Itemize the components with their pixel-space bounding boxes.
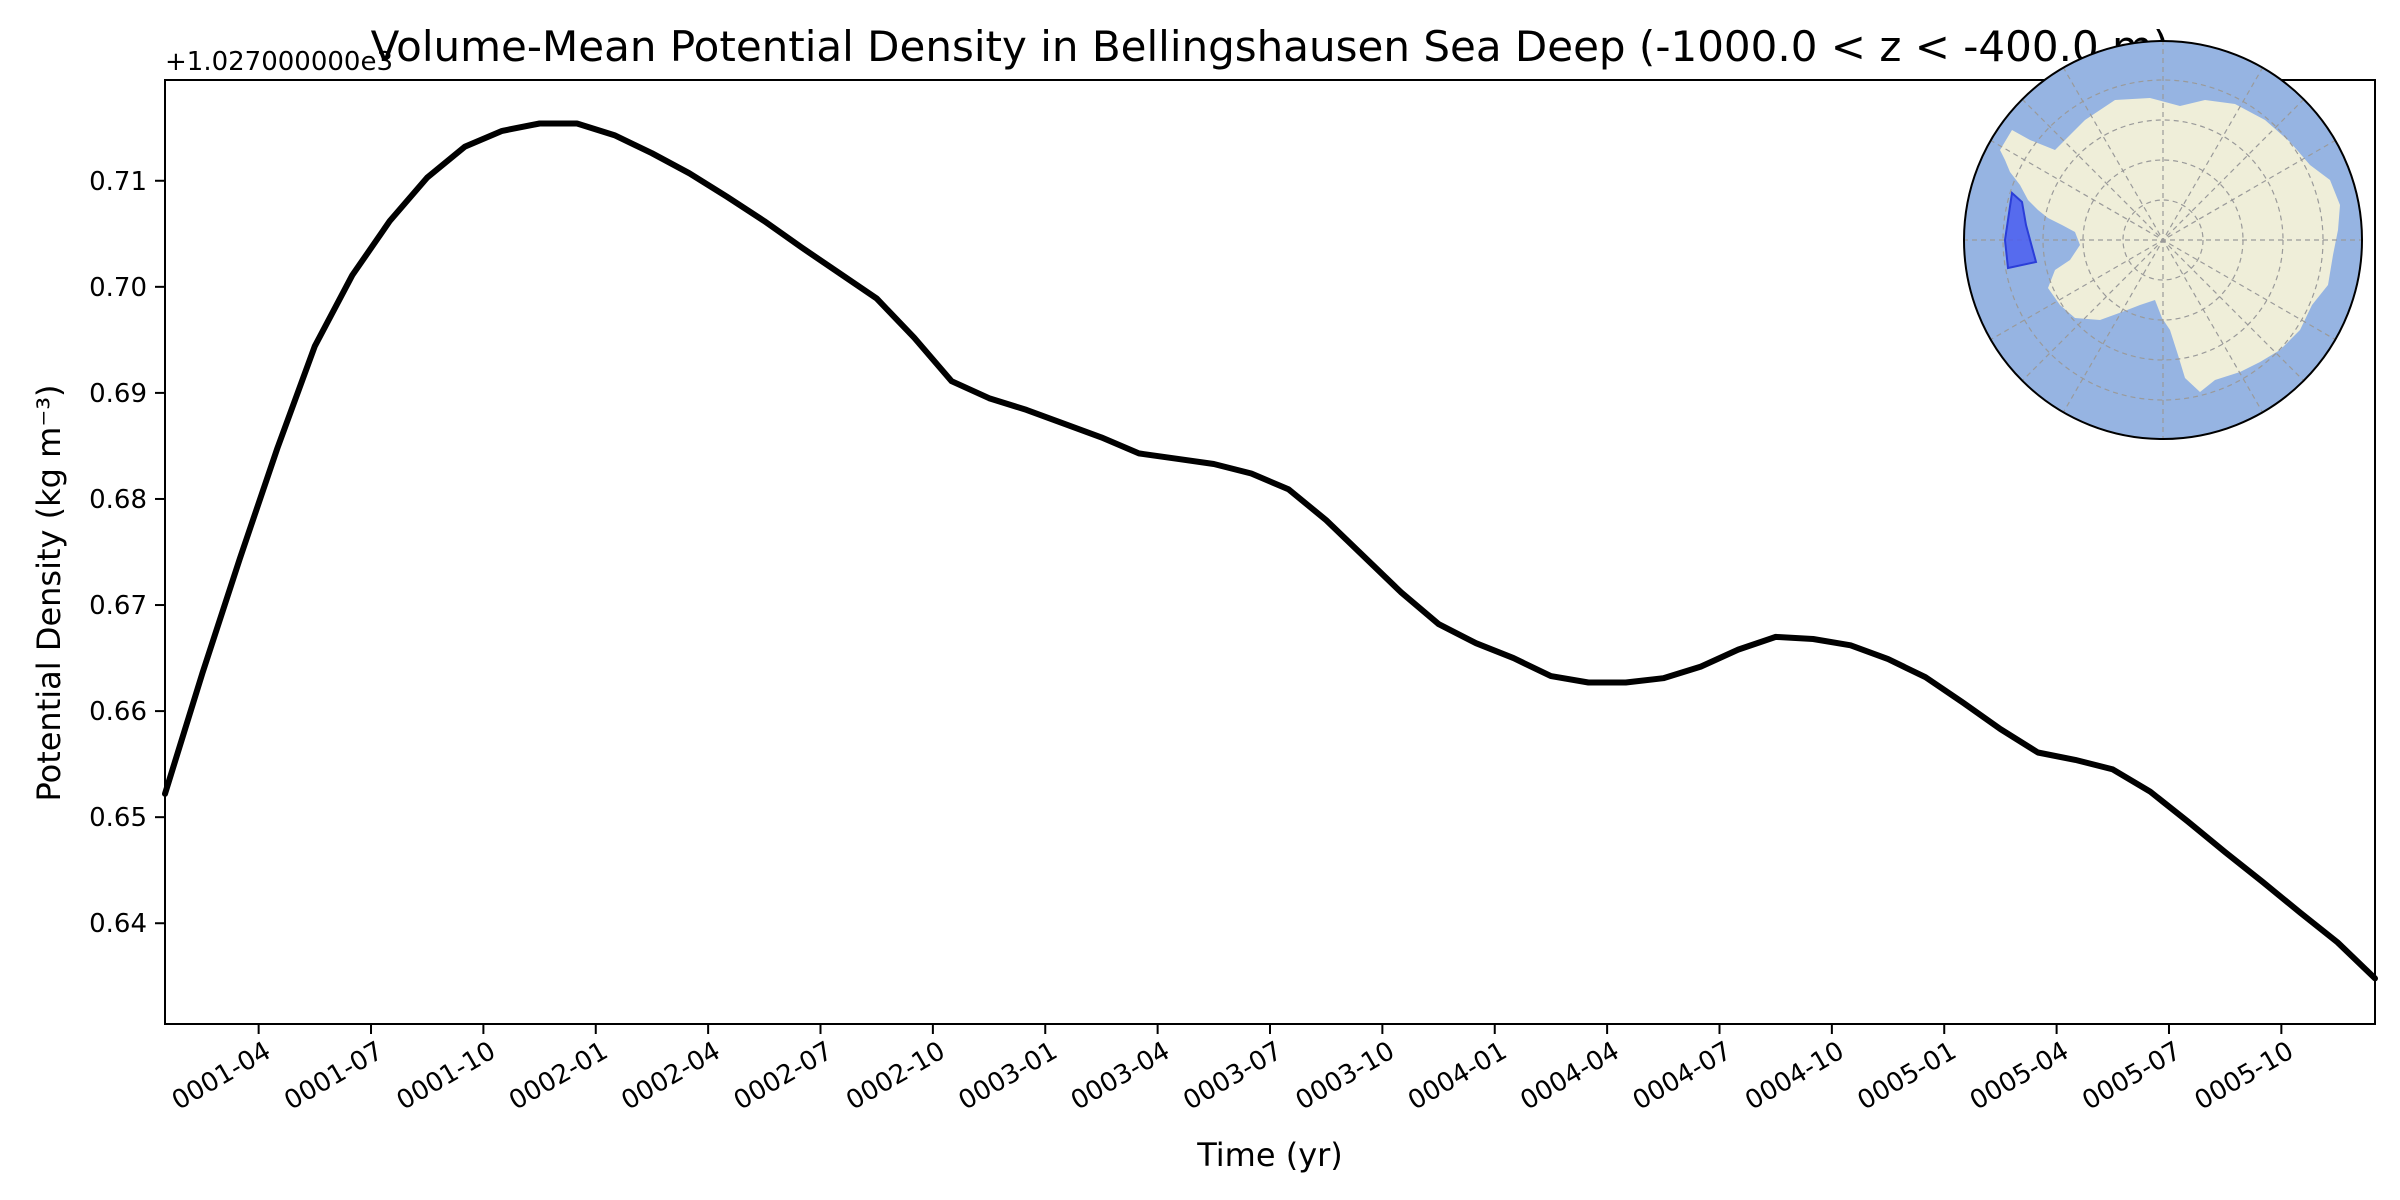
x-tick-label: 0005-07: [2077, 1036, 2186, 1116]
x-tick-label: 0003-01: [954, 1036, 1063, 1116]
x-axis-ticks: 0001-04 0001-07 0001-10 0002-01 0002-04 0002-…: [167, 1024, 2299, 1116]
y-tick-label: 0.71: [89, 167, 147, 197]
y-offset-label: +1.027000000e3: [165, 47, 393, 77]
y-tick-label: 0.66: [89, 697, 147, 727]
antarctica-inset-map: [1963, 40, 2363, 440]
x-tick-label: 0004-01: [1403, 1036, 1512, 1116]
x-tick-label: 0002-10: [841, 1036, 950, 1116]
y-tick-label: 0.65: [89, 803, 147, 833]
x-tick-label: 0004-07: [1628, 1036, 1737, 1116]
x-tick-label: 0001-04: [167, 1036, 276, 1116]
y-tick-label: 0.70: [89, 273, 147, 303]
x-tick-label: 0004-10: [1740, 1036, 1849, 1116]
y-tick-label: 0.69: [89, 379, 147, 409]
y-tick-label: 0.67: [89, 591, 147, 621]
x-tick-label: 0003-07: [1178, 1036, 1287, 1116]
map-graticule: [1964, 41, 2362, 439]
x-axis-label: Time (yr): [1196, 1136, 1343, 1174]
x-tick-label: 0002-01: [504, 1036, 613, 1116]
chart-title: Volume-Mean Potential Density in Belling…: [371, 22, 2170, 71]
x-tick-label: 0005-01: [1853, 1036, 1962, 1116]
x-tick-label: 0005-04: [1965, 1036, 2074, 1116]
x-tick-label: 0004-04: [1516, 1036, 1625, 1116]
x-tick-label: 0003-10: [1291, 1036, 1400, 1116]
x-tick-label: 0001-07: [279, 1036, 388, 1116]
x-tick-label: 0003-04: [1066, 1036, 1175, 1116]
x-tick-label: 0005-10: [2190, 1036, 2299, 1116]
y-axis-label: Potential Density (kg m⁻³): [30, 384, 68, 801]
x-tick-label: 0002-04: [617, 1036, 726, 1116]
x-tick-label: 0001-10: [392, 1036, 501, 1116]
y-tick-label: 0.68: [89, 485, 147, 515]
map-border: [1963, 40, 2363, 440]
bellingshausen-region: [2003, 191, 2038, 270]
x-tick-label: 0002-07: [729, 1036, 838, 1116]
series-line: [162, 120, 2378, 982]
y-tick-label: 0.64: [89, 909, 147, 939]
y-axis-ticks: 0.64 0.65 0.66 0.67 0.68 0.69 0.70 0.71: [89, 167, 165, 939]
